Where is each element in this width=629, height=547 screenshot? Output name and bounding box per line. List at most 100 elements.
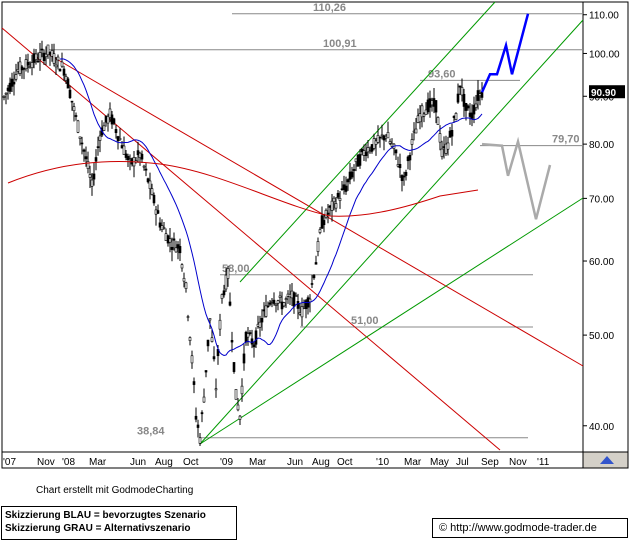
candle-body: [388, 141, 392, 144]
candle-body: [10, 78, 14, 87]
moving-average-blue: [59, 58, 483, 357]
candle-body: [296, 300, 300, 309]
x-tick-label: Nov: [37, 457, 55, 468]
candle-body: [248, 332, 252, 334]
candle-body: [422, 113, 426, 117]
candle-body: [234, 389, 238, 400]
candle-body: [238, 415, 242, 420]
scenario-gray-sketch: [481, 136, 552, 220]
candle-body: [316, 241, 320, 252]
candle-body: [450, 130, 454, 137]
candle-body: [228, 301, 232, 306]
candle-body: [232, 362, 236, 372]
candle-body: [310, 283, 314, 285]
legend-line-gray: Skizzierung GRAU = Alternativszenario: [5, 523, 191, 534]
level-label: 100,91: [323, 38, 357, 50]
candle-body: [166, 235, 170, 244]
candle-body: [40, 48, 44, 51]
level-label: 93,60: [428, 68, 456, 80]
candle-body: [58, 68, 62, 72]
x-tick-label: Mar: [89, 457, 107, 468]
candle-body: [86, 161, 90, 169]
candle-body: [250, 338, 254, 345]
candle-body: [6, 87, 10, 91]
last-price-badge: [589, 85, 625, 99]
candle-body: [454, 113, 458, 120]
candle-body: [4, 92, 8, 95]
candle-body: [300, 306, 304, 318]
candle-body: [34, 53, 38, 60]
candle-body: [206, 339, 210, 347]
candle-body: [462, 93, 466, 107]
candle-body: [456, 93, 460, 103]
plot-frame: [1, 1, 584, 453]
candle-body: [394, 149, 398, 154]
scenario-legend: Skizzierung BLAU = bevorzugtes Szenario …: [1, 506, 237, 540]
candle-body: [70, 100, 74, 103]
candle-body: [230, 340, 234, 343]
level-label: 38,84: [137, 426, 165, 438]
candle-body: [242, 353, 246, 364]
candle-body: [466, 105, 470, 109]
candle-body: [414, 128, 418, 134]
candle-body: [96, 146, 100, 148]
y-tick-label: 80.00: [589, 140, 614, 151]
candle-body: [92, 173, 96, 180]
candle-body: [330, 200, 334, 211]
candle-body: [62, 68, 66, 76]
candle-body: [220, 294, 224, 299]
x-tick-label: Sep: [481, 457, 499, 468]
candle-body: [12, 81, 16, 85]
candle-body: [198, 437, 202, 444]
corner-arrow-icon: [600, 456, 614, 464]
level-label: 110,26: [313, 2, 346, 14]
x-tick-label: Nov: [509, 457, 527, 468]
candle-body: [268, 302, 272, 305]
candle-body: [212, 356, 216, 360]
candle-body: [106, 116, 110, 124]
candle-body: [440, 148, 444, 157]
x-tick-label: '07: [3, 457, 16, 468]
candle-body: [398, 164, 402, 169]
candle-body: [118, 138, 122, 141]
candle-body: [76, 120, 80, 133]
candle-body: [364, 152, 368, 157]
x-tick-label: '10: [376, 457, 389, 468]
candle-body: [308, 298, 312, 303]
candle-body: [56, 56, 60, 61]
candle-body: [150, 188, 154, 195]
candle-body: [168, 238, 172, 243]
candle-body: [102, 125, 106, 131]
candle-body: [80, 142, 84, 145]
candle-body: [148, 180, 152, 189]
candle-body: [358, 154, 362, 166]
level-label: 51,00: [351, 315, 379, 327]
candle-body: [376, 135, 380, 143]
candle-body: [274, 303, 278, 306]
candle-body: [258, 321, 262, 328]
source-url[interactable]: © http://www.godmode-trader.de: [432, 518, 628, 538]
candle-body: [88, 174, 92, 178]
candle-body: [352, 169, 356, 171]
candle-body: [222, 290, 226, 296]
candle-body: [458, 85, 462, 88]
x-tick-label: '08: [62, 457, 75, 468]
candle-body: [318, 229, 322, 233]
y-tick-label: 100.00: [589, 49, 620, 60]
candle-body: [214, 388, 218, 391]
candle-body: [402, 175, 406, 178]
candle-body: [480, 91, 484, 98]
candle-body: [344, 185, 348, 192]
candle-body: [252, 344, 256, 348]
candle-body: [386, 132, 390, 139]
candle-body: [472, 104, 476, 115]
x-tick-label: Aug: [155, 457, 173, 468]
candle-body: [322, 220, 326, 226]
candle-body: [136, 150, 140, 156]
candle-body: [272, 299, 276, 304]
trendline-red-steep: [1, 27, 501, 451]
candle-body: [236, 404, 240, 411]
x-tick-label: '09: [220, 457, 233, 468]
candle-body: [294, 295, 298, 297]
candle-body: [224, 274, 228, 290]
